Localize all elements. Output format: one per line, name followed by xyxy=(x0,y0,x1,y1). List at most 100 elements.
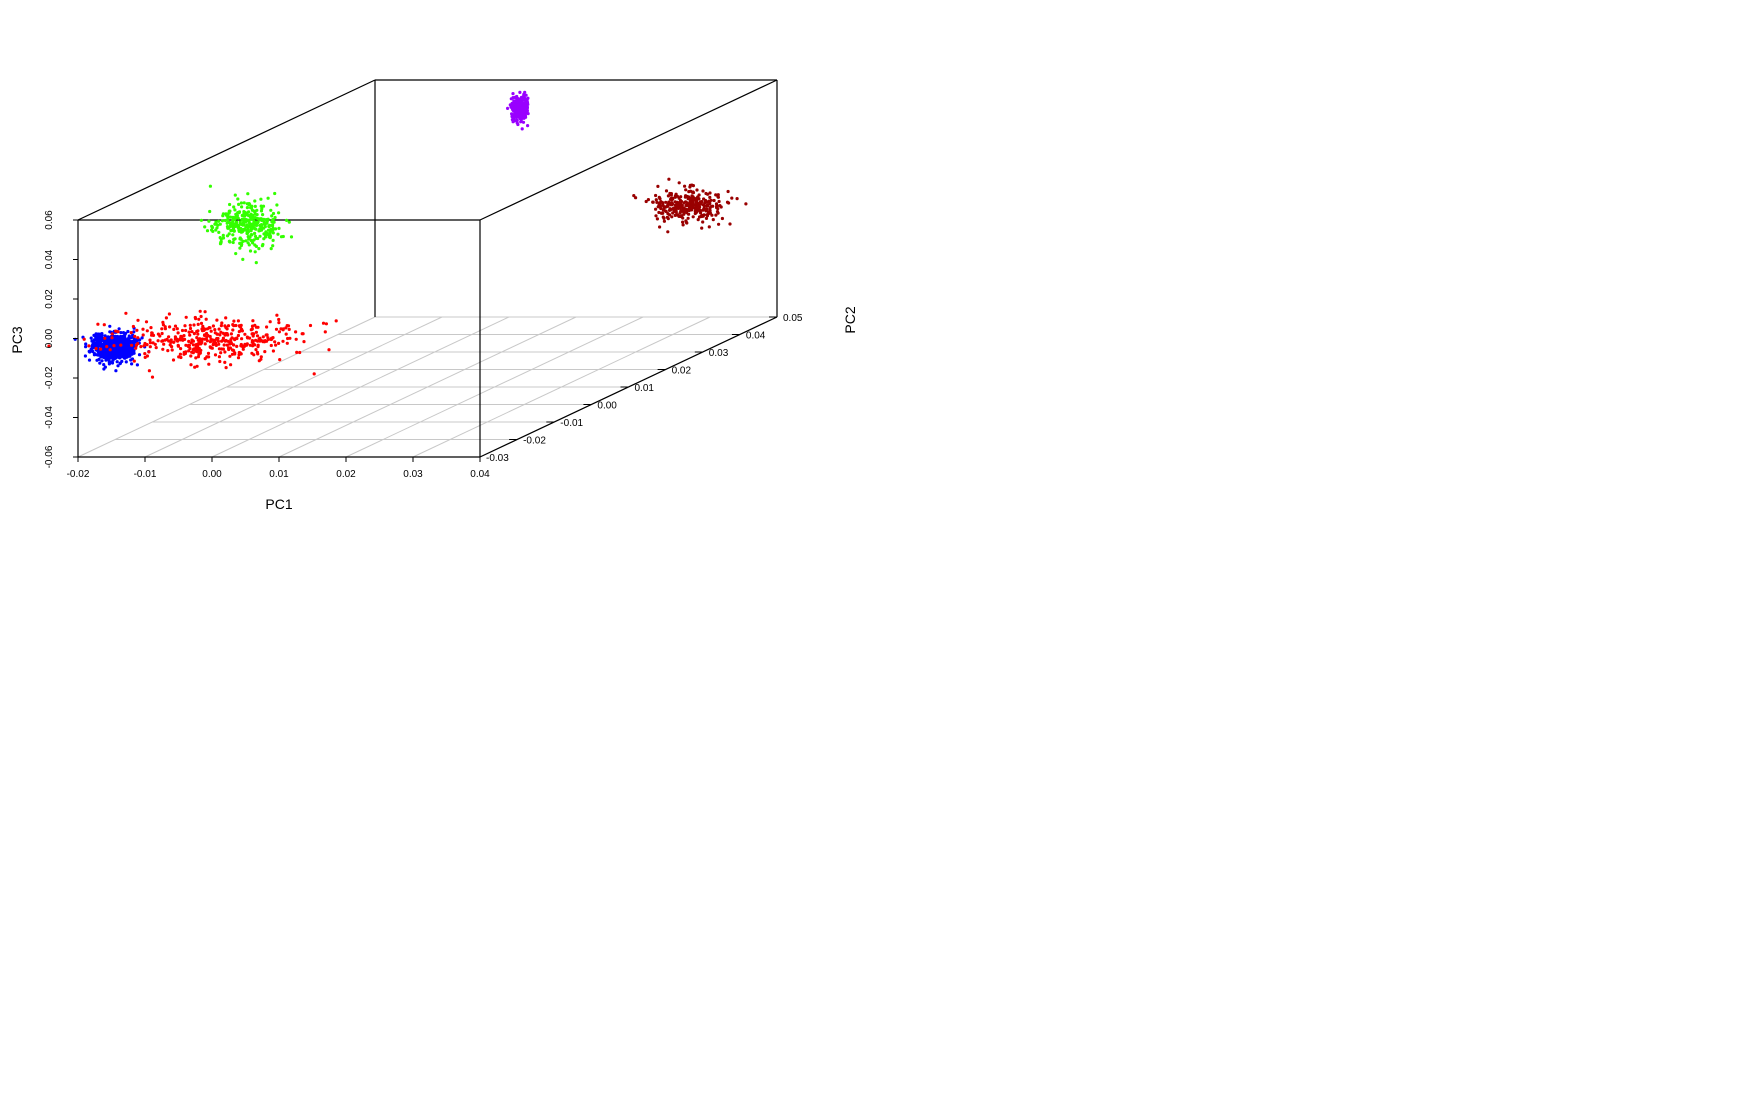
data-point xyxy=(691,184,696,188)
data-point xyxy=(728,222,732,226)
data-point xyxy=(679,209,683,214)
z-tick-label: -0.04 xyxy=(44,406,55,429)
data-point xyxy=(268,320,272,324)
data-point xyxy=(275,313,279,317)
data-point xyxy=(232,319,236,323)
data-point xyxy=(694,208,698,212)
data-point xyxy=(275,203,279,207)
data-point xyxy=(165,337,169,341)
data-point xyxy=(99,347,103,351)
data-point xyxy=(256,343,260,347)
data-point xyxy=(141,333,145,337)
data-point xyxy=(111,358,115,362)
data-point xyxy=(213,353,218,357)
data-point xyxy=(718,204,722,208)
data-point xyxy=(515,114,519,118)
data-point xyxy=(149,326,153,330)
data-point xyxy=(188,326,193,331)
data-point xyxy=(220,219,224,223)
data-point xyxy=(98,361,102,365)
data-point xyxy=(130,349,134,353)
data-point xyxy=(229,340,233,345)
data-point xyxy=(260,244,264,248)
x-tick-label: -0.01 xyxy=(134,469,157,480)
data-point xyxy=(217,347,221,351)
data-point xyxy=(188,346,192,351)
data-point xyxy=(670,207,674,211)
data-point xyxy=(197,317,201,321)
data-point xyxy=(691,191,696,195)
data-point xyxy=(689,189,693,193)
data-point xyxy=(298,350,302,355)
data-point xyxy=(706,192,710,196)
data-point xyxy=(511,92,515,96)
data-point xyxy=(250,239,254,243)
data-point xyxy=(246,241,250,245)
data-point xyxy=(677,196,681,200)
data-point xyxy=(302,340,306,344)
data-point xyxy=(105,352,109,357)
data-point xyxy=(204,337,208,341)
z-axis-label: PC3 xyxy=(9,326,25,353)
data-point xyxy=(83,354,87,358)
data-point xyxy=(667,200,671,204)
data-point xyxy=(261,335,265,339)
data-point xyxy=(644,199,648,204)
cluster-2 xyxy=(199,184,294,265)
data-point xyxy=(131,324,135,329)
data-point xyxy=(522,116,526,120)
data-point xyxy=(242,344,246,348)
data-point xyxy=(244,239,248,243)
data-point xyxy=(203,342,207,346)
data-point xyxy=(244,217,248,222)
z-tick-label: 0.02 xyxy=(44,289,55,309)
data-point xyxy=(253,204,257,208)
data-point xyxy=(266,336,270,340)
data-point xyxy=(730,196,734,200)
data-point xyxy=(258,227,262,231)
data-point xyxy=(150,331,154,335)
data-point xyxy=(204,317,208,321)
data-point xyxy=(683,184,687,188)
data-point xyxy=(702,207,706,211)
data-point xyxy=(94,346,98,351)
cluster-0 xyxy=(73,324,151,373)
data-point xyxy=(228,346,232,350)
data-point xyxy=(163,327,167,331)
data-point xyxy=(265,232,270,236)
data-point xyxy=(256,221,260,225)
data-point xyxy=(236,319,240,323)
data-point xyxy=(717,199,721,204)
data-point xyxy=(700,226,704,230)
data-point xyxy=(514,119,518,123)
data-point xyxy=(271,211,276,216)
data-point xyxy=(295,350,299,354)
data-point xyxy=(684,194,688,198)
data-point xyxy=(323,330,327,334)
data-point xyxy=(518,103,522,107)
data-point xyxy=(708,191,712,195)
data-point xyxy=(187,339,191,343)
data-point xyxy=(137,353,142,357)
data-point xyxy=(707,225,711,229)
data-point xyxy=(246,192,250,196)
data-point xyxy=(238,221,242,225)
data-point xyxy=(150,375,155,379)
data-point xyxy=(218,222,222,226)
data-point xyxy=(269,343,273,348)
data-point xyxy=(219,330,223,334)
data-point xyxy=(221,212,225,216)
floor-grid xyxy=(77,316,778,458)
data-point xyxy=(670,215,674,219)
data-point xyxy=(221,347,225,351)
data-point xyxy=(172,327,176,331)
data-point xyxy=(140,336,144,340)
data-point xyxy=(250,204,254,208)
data-point xyxy=(234,215,238,220)
data-point xyxy=(254,338,258,342)
data-point xyxy=(664,205,668,209)
data-point xyxy=(126,329,130,334)
data-point xyxy=(651,200,655,204)
data-point xyxy=(334,319,338,323)
